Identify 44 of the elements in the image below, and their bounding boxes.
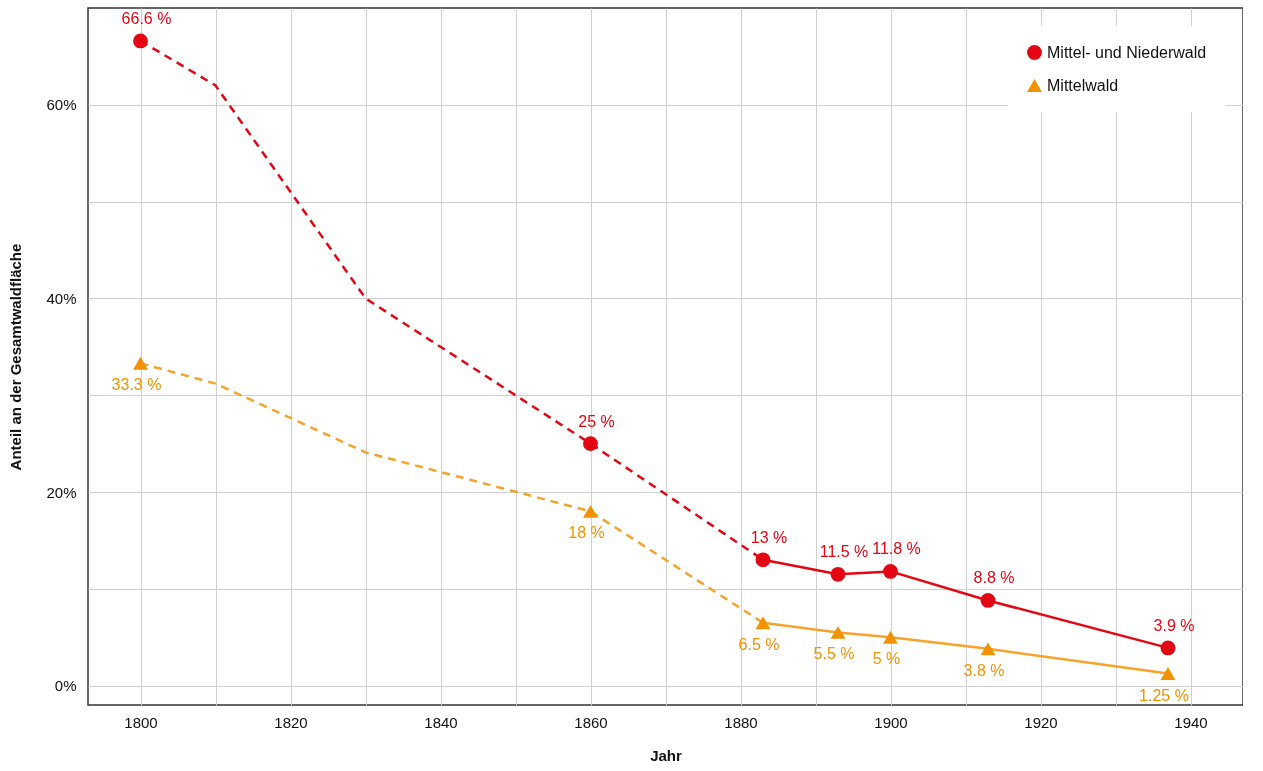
data-label: 8.8 % xyxy=(973,569,1015,587)
point xyxy=(1160,667,1176,680)
y-tick-label: 40% xyxy=(46,289,77,307)
point xyxy=(883,630,898,644)
data-label: 33.3 % xyxy=(111,376,162,394)
y-tick-label: 60% xyxy=(46,96,77,114)
x-axis-title: Jahr xyxy=(650,746,682,764)
data-label: 3.9 % xyxy=(1153,616,1195,634)
point xyxy=(583,436,598,452)
point xyxy=(755,552,771,568)
data-label: 11.5 % xyxy=(819,543,869,561)
point xyxy=(980,593,996,608)
x-tick-label: 1940 xyxy=(1174,713,1208,731)
point xyxy=(1160,640,1176,656)
point xyxy=(830,566,846,582)
x-tick-label: 1880 xyxy=(724,713,758,731)
x-tick-label: 1920 xyxy=(1024,713,1058,731)
point xyxy=(883,564,898,579)
x-tick-label: 1840 xyxy=(424,713,458,731)
y-tick-label: 20% xyxy=(46,483,77,501)
point xyxy=(133,33,148,49)
x-tick-label: 1820 xyxy=(274,713,308,731)
point xyxy=(755,616,771,630)
data-label: 5.5 % xyxy=(813,645,855,663)
data-label: 6.5 % xyxy=(738,635,780,653)
point xyxy=(980,642,996,656)
x-tick-label: 1800 xyxy=(124,713,158,731)
x-tick-label: 1860 xyxy=(574,713,608,731)
data-label: 25 % xyxy=(578,412,615,430)
data-label: 11.8 % xyxy=(872,540,921,558)
point xyxy=(830,625,846,639)
data-label: 5 % xyxy=(872,650,901,668)
data-label: 18 % xyxy=(568,524,605,542)
x-tick-label: 1900 xyxy=(874,713,908,731)
data-label: 1.25 % xyxy=(1139,686,1189,704)
data-label: 66.6 % xyxy=(121,9,172,27)
legend-label: Mittelwald xyxy=(1047,76,1119,94)
y-axis-title: Anteil an der Gesamtwaldfläche xyxy=(7,243,25,471)
data-label: 3.8 % xyxy=(963,661,1005,679)
point xyxy=(133,356,148,370)
point xyxy=(583,504,598,518)
y-tick-label: 0% xyxy=(54,677,77,695)
data-label: 13 % xyxy=(750,528,788,546)
legend-label: Mittel- und Niederwald xyxy=(1047,43,1207,61)
